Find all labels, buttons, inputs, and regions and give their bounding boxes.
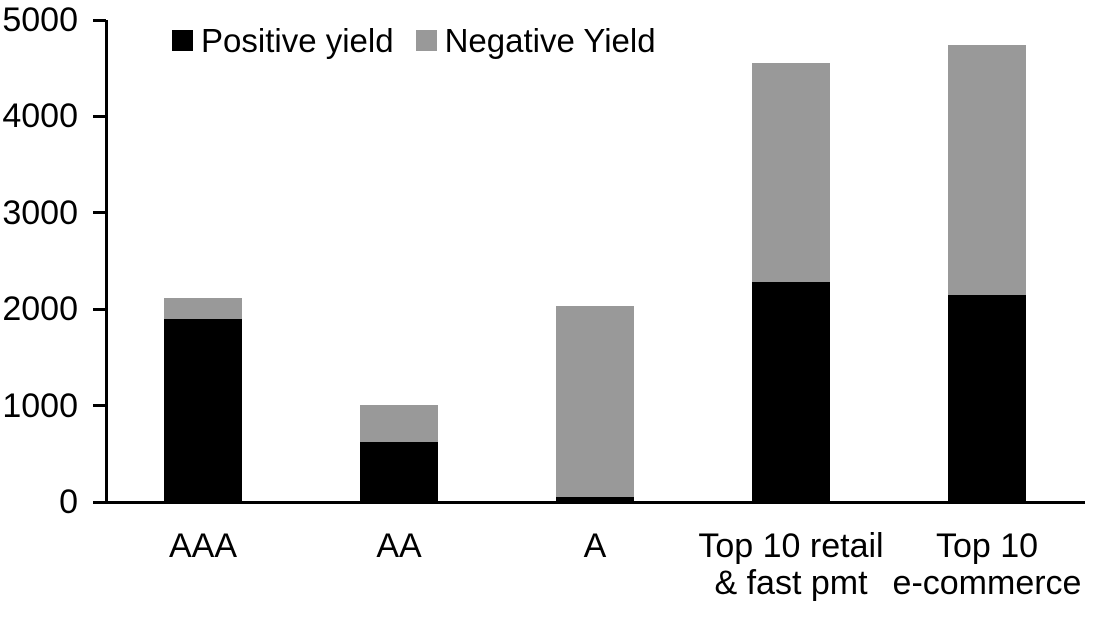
- legend-item-negative-yield: Negative Yield: [415, 22, 656, 59]
- legend-item-positive-yield: Positive yield: [172, 24, 394, 57]
- legend-label-positive-yield: Positive yield: [201, 22, 394, 59]
- y-axis-tick: [93, 307, 106, 311]
- y-axis-tick-label: 2000: [2, 290, 78, 329]
- x-axis-category-label-line: AAA: [168, 527, 238, 565]
- bar-segment-positive-yield: [360, 442, 438, 502]
- legend: Positive yield Negative Yield: [172, 24, 656, 57]
- y-axis-tick: [93, 404, 106, 408]
- y-axis-tick-label: 5000: [2, 1, 78, 39]
- bar-segment-negative-yield: [556, 306, 634, 498]
- legend-label-negative-yield: Negative Yield: [444, 22, 656, 59]
- negative-yield-swatch-icon: [415, 30, 437, 51]
- y-axis-tick: [93, 18, 106, 22]
- bar-segment-negative-yield: [164, 297, 242, 319]
- bar-segment-negative-yield: [752, 63, 830, 283]
- y-axis-tick-label: 4000: [2, 97, 78, 136]
- y-axis-tick-label: 3000: [2, 193, 78, 232]
- x-axis-category-label: AAA: [73, 528, 333, 565]
- x-axis-category-label: AA: [269, 528, 529, 565]
- x-axis-category-label-line: Top 10 retail: [698, 527, 884, 565]
- x-axis-category-label-line: Top 10: [935, 527, 1039, 565]
- bar-segment-positive-yield: [752, 282, 830, 502]
- x-axis-category-label-line: e-commerce: [892, 564, 1082, 602]
- x-axis-category-label: Top 10 e-commerce: [857, 528, 1102, 602]
- x-axis-line: [93, 501, 1085, 504]
- bar-segment-positive-yield: [948, 294, 1026, 502]
- positive-yield-swatch-icon: [172, 30, 193, 51]
- bar-segment-negative-yield: [948, 45, 1026, 295]
- y-axis-tick: [93, 211, 106, 215]
- bar-segment-positive-yield: [556, 497, 634, 502]
- y-axis-tick: [93, 114, 106, 118]
- x-axis-category-label-line: AA: [376, 527, 422, 565]
- x-axis-category-label-line: & fast pmt: [714, 564, 868, 602]
- bar-segment-positive-yield: [164, 318, 242, 502]
- x-axis-category-label: Top 10 retail & fast pmt: [661, 528, 921, 602]
- y-axis-line: [105, 20, 108, 504]
- bar-segment-negative-yield: [360, 404, 438, 443]
- x-axis-category-label-line: A: [583, 527, 607, 565]
- y-axis-tick-label: 1000: [2, 386, 78, 425]
- y-axis-tick-label: 0: [59, 483, 78, 521]
- y-axis-tick: [93, 500, 106, 504]
- x-axis-category-label: A: [465, 528, 725, 565]
